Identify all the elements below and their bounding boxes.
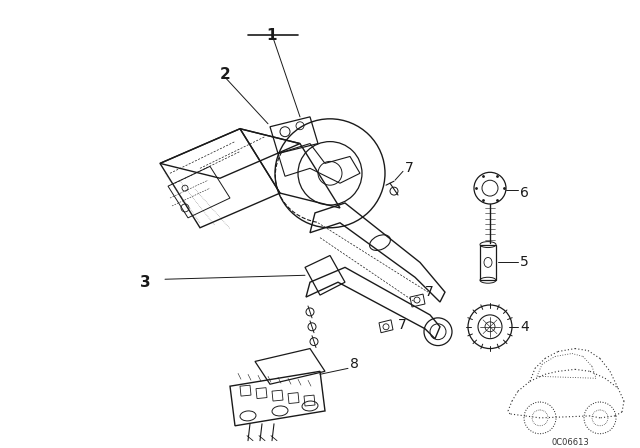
Text: 7: 7 <box>398 318 407 332</box>
Text: 8: 8 <box>350 358 359 371</box>
Text: 0C06613: 0C06613 <box>551 438 589 447</box>
Text: 4: 4 <box>520 320 529 334</box>
Text: 3: 3 <box>140 275 150 290</box>
Text: 6: 6 <box>520 186 529 200</box>
Text: 1: 1 <box>267 28 277 43</box>
Text: 5: 5 <box>520 255 529 269</box>
Text: 2: 2 <box>220 67 230 82</box>
Text: 7: 7 <box>425 285 434 299</box>
Text: 7: 7 <box>405 161 413 175</box>
